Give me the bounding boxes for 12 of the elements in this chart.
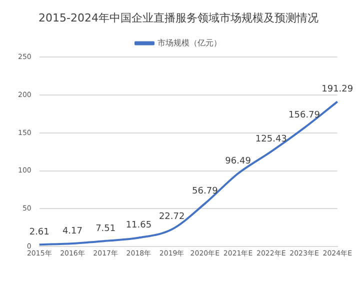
data-label: 125.43: [255, 134, 287, 144]
data-label: 22.72: [158, 212, 185, 222]
data-label: 156.79: [288, 110, 320, 121]
data-label: 96.49: [225, 156, 252, 166]
data-label: 2.61: [29, 227, 50, 238]
data-label: 56.79: [192, 186, 218, 196]
data-label: 4.17: [62, 226, 82, 236]
data-label: 191.29: [322, 84, 354, 95]
data-label: 7.51: [96, 224, 116, 234]
data-label: 11.65: [126, 220, 152, 231]
chart-title: 2015-2024年中国企业直播服务领域市场规模及预测情况: [38, 11, 318, 24]
legend-label: 市场规模（亿元）: [158, 38, 222, 48]
